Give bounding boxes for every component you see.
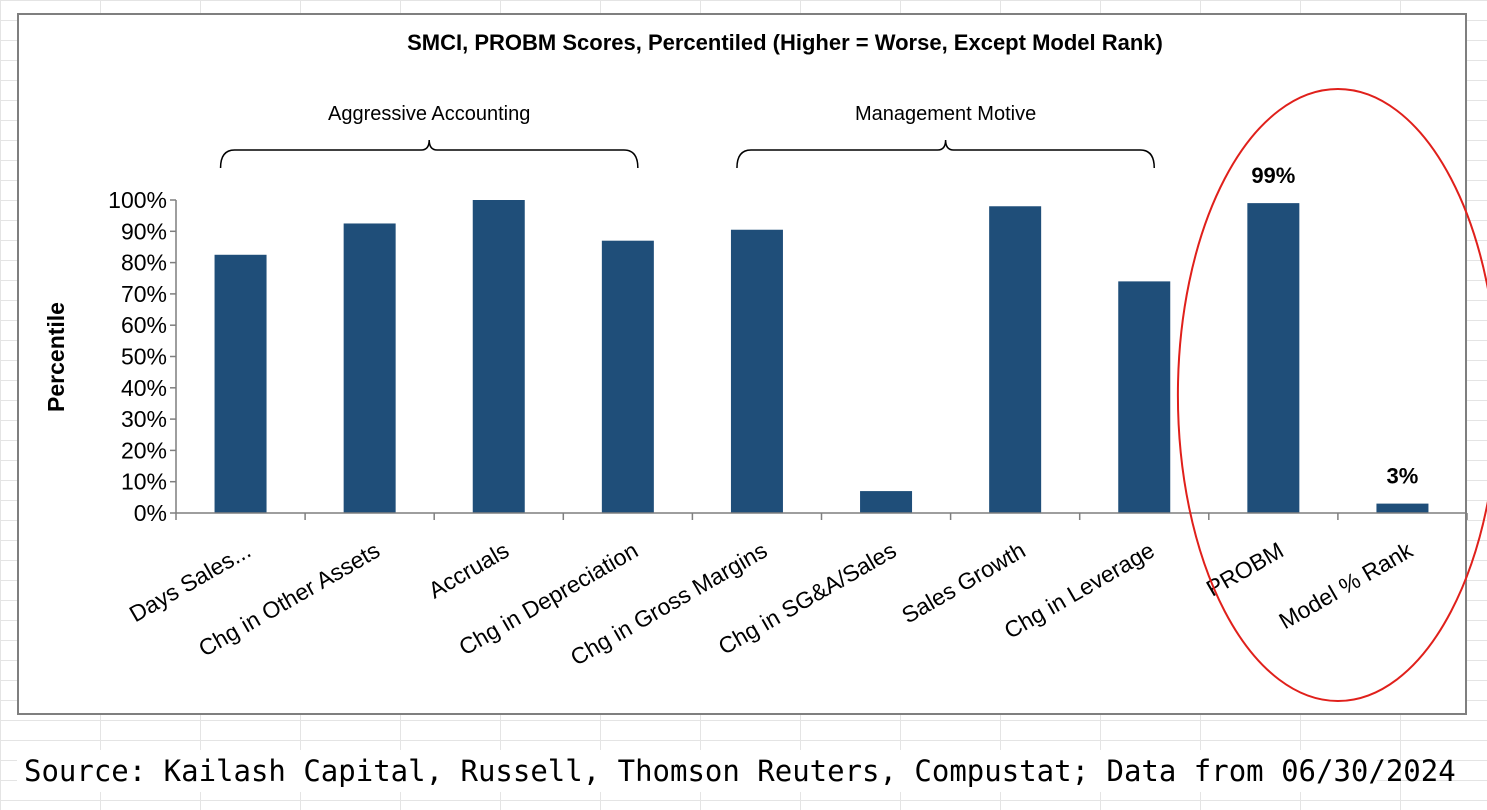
y-tick-label: 40% [121, 375, 167, 401]
x-tick-label: Days Sales... [125, 537, 255, 627]
footer-background [17, 750, 1377, 792]
y-tick-label: 50% [121, 344, 167, 370]
bar-9 [1247, 203, 1300, 513]
x-axis-tick-labels: Days Sales...Chg in Other Assets Accruals… [125, 537, 1418, 671]
bar-6 [860, 491, 913, 513]
y-tick-label: 100% [108, 187, 167, 213]
y-tick-label: 60% [121, 312, 167, 338]
y-tick-label: 30% [121, 406, 167, 432]
bar-1 [214, 254, 267, 513]
bars [214, 200, 1429, 514]
y-tick-label: 0% [134, 500, 167, 526]
chart-title: SMCI, PROBM Scores, Percentiled (Higher … [407, 30, 1163, 55]
group-bracket [736, 139, 1155, 169]
y-axis-label: Percentile [43, 302, 69, 412]
data-label: 3% [1387, 464, 1419, 489]
bar-5 [730, 229, 783, 514]
bar-8 [1118, 281, 1171, 513]
y-tick-label: 80% [121, 250, 167, 276]
y-axis-ticks: 0% 10% 20% 30% 40% 50% 60% 70% 80% 90% 100% [108, 187, 177, 526]
y-tick-label: 10% [121, 469, 167, 495]
data-labels: 99% 3% [1251, 163, 1418, 488]
source-note: Source: Kailash Capital, Russell, Thomso… [24, 754, 1456, 788]
data-label: 99% [1251, 163, 1295, 188]
y-tick-label: 90% [121, 218, 167, 244]
group-annotations: Aggressive Accounting Management Motive [219, 103, 1155, 169]
bar-2 [343, 223, 396, 513]
highlight-ellipse [1176, 88, 1487, 702]
x-axis [175, 512, 1468, 520]
bar-4 [601, 240, 654, 513]
bar-3 [472, 200, 525, 513]
x-tick-label: Accruals [424, 537, 513, 604]
y-tick-label: 20% [121, 437, 167, 463]
group-label: Management Motive [855, 103, 1036, 125]
group-label: Aggressive Accounting [328, 103, 530, 125]
highlight-annotation [1176, 88, 1487, 702]
group-bracket [219, 139, 639, 169]
bar-10 [1376, 503, 1429, 513]
bar-7 [989, 206, 1042, 513]
x-tick-label: Model % Rank [1274, 537, 1417, 635]
y-tick-label: 70% [121, 281, 167, 307]
